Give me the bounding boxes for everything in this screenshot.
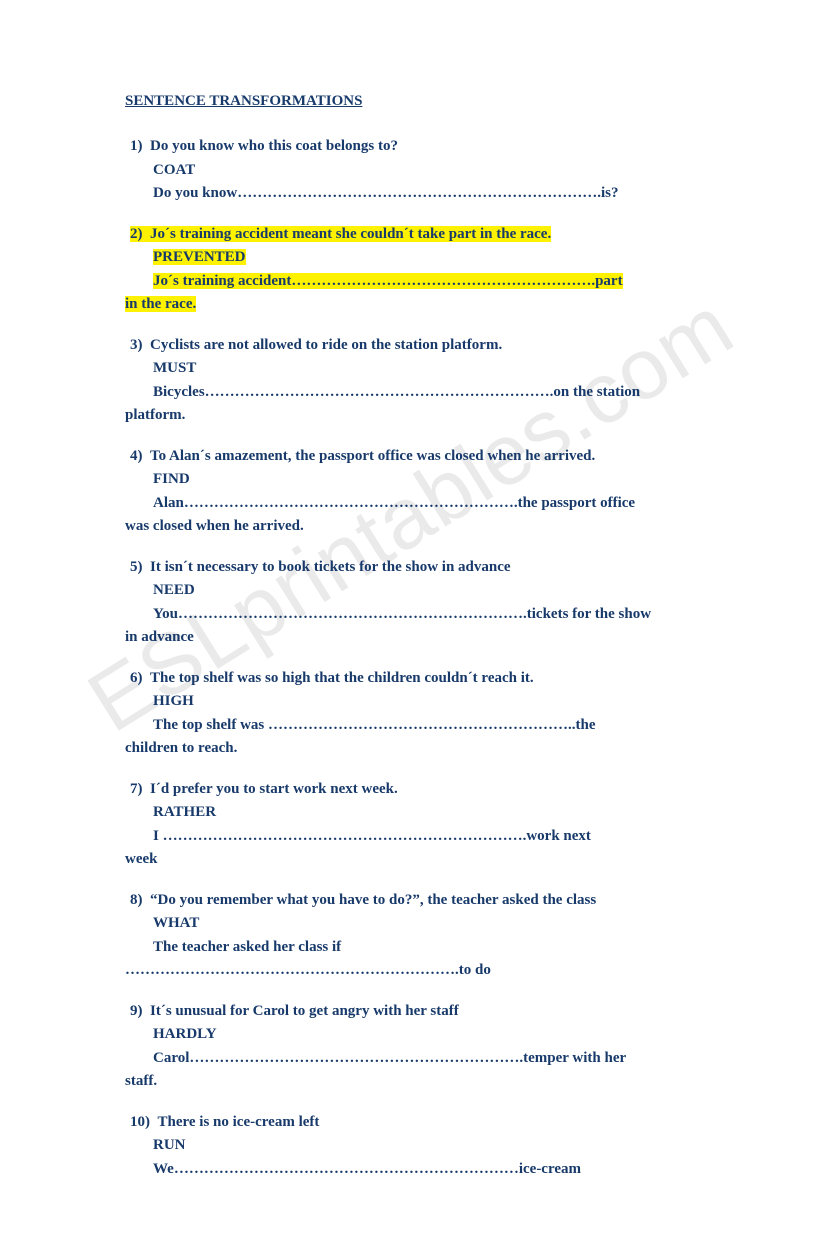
question-keyword: HARDLY: [125, 1023, 726, 1046]
question-continuation: in the race.: [125, 293, 726, 316]
question-keyword: RUN: [125, 1134, 726, 1157]
question-answer-line: Bicycles…………………………………………………………….on the s…: [125, 381, 726, 404]
question-keyword: HIGH: [125, 690, 726, 713]
question-continuation: platform.: [125, 404, 726, 427]
question-prompt: 7) I´d prefer you to start work next wee…: [125, 778, 726, 801]
question-prompt: 1) Do you know who this coat belongs to?: [125, 135, 726, 158]
question-item: 6) The top shelf was so high that the ch…: [125, 667, 726, 760]
question-prompt: 5) It isn´t necessary to book tickets fo…: [125, 556, 726, 579]
question-continuation: week: [125, 848, 726, 871]
question-item: 2) Jo´s training accident meant she coul…: [125, 223, 726, 316]
question-prompt: 2) Jo´s training accident meant she coul…: [125, 223, 726, 246]
question-continuation: was closed when he arrived.: [125, 515, 726, 538]
question-answer-line: Alan………………………………………………………….the passport …: [125, 492, 726, 515]
question-item: 4) To Alan´s amazement, the passport off…: [125, 445, 726, 538]
question-prompt: 6) The top shelf was so high that the ch…: [125, 667, 726, 690]
question-keyword: FIND: [125, 468, 726, 491]
question-list: 1) Do you know who this coat belongs to?…: [125, 135, 726, 1181]
question-prompt: 3) Cyclists are not allowed to ride on t…: [125, 334, 726, 357]
question-keyword: WHAT: [125, 912, 726, 935]
question-item: 8) “Do you remember what you have to do?…: [125, 889, 726, 982]
document-page: SENTENCE TRANSFORMATIONS 1) Do you know …: [0, 0, 821, 1259]
question-answer-line: I ……………………………………………………………….work next: [125, 825, 726, 848]
question-prompt: 8) “Do you remember what you have to do?…: [125, 889, 726, 912]
page-title: SENTENCE TRANSFORMATIONS: [125, 90, 726, 113]
question-keyword: COAT: [125, 159, 726, 182]
question-continuation: ………………………………………………………….to do: [125, 959, 726, 982]
question-answer-line: Carol………………………………………………………….temper with …: [125, 1047, 726, 1070]
question-prompt: 9) It´s unusual for Carol to get angry w…: [125, 1000, 726, 1023]
question-answer-line: The teacher asked her class if: [125, 936, 726, 959]
question-answer-line: Do you know……………………………………………………………….is?: [125, 182, 726, 205]
question-item: 1) Do you know who this coat belongs to?…: [125, 135, 726, 205]
question-item: 3) Cyclists are not allowed to ride on t…: [125, 334, 726, 427]
question-item: 7) I´d prefer you to start work next wee…: [125, 778, 726, 871]
question-item: 10) There is no ice-cream leftRUNWe………………: [125, 1111, 726, 1181]
question-answer-line: We……………………………………………………………ice-cream: [125, 1158, 726, 1181]
question-prompt: 10) There is no ice-cream left: [125, 1111, 726, 1134]
question-keyword: MUST: [125, 357, 726, 380]
question-keyword: NEED: [125, 579, 726, 602]
question-keyword: RATHER: [125, 801, 726, 824]
question-item: 9) It´s unusual for Carol to get angry w…: [125, 1000, 726, 1093]
question-continuation: staff.: [125, 1070, 726, 1093]
question-answer-line: Jo´s training accident…………………………………………………: [125, 270, 726, 293]
question-continuation: children to reach.: [125, 737, 726, 760]
question-answer-line: The top shelf was ……………………………………………………..…: [125, 714, 726, 737]
question-item: 5) It isn´t necessary to book tickets fo…: [125, 556, 726, 649]
question-prompt: 4) To Alan´s amazement, the passport off…: [125, 445, 726, 468]
question-continuation: in advance: [125, 626, 726, 649]
question-answer-line: You…………………………………………………………….tickets for t…: [125, 603, 726, 626]
question-keyword: PREVENTED: [125, 246, 726, 269]
